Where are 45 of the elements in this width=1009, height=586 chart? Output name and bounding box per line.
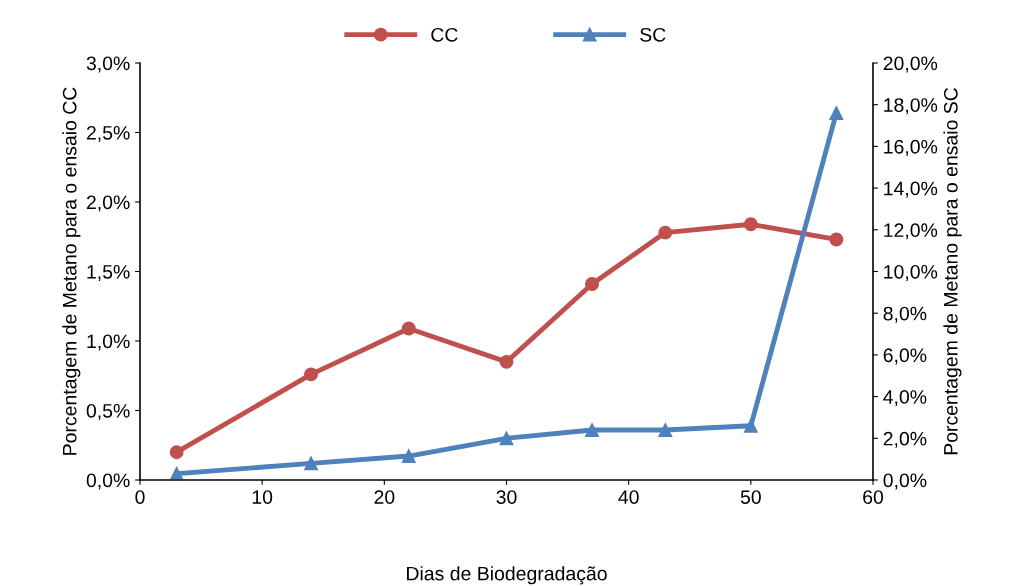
y2-tick-label: 4,0% xyxy=(883,390,927,407)
y2-axis-title: Porcentagem de Metano para o ensaio SC xyxy=(943,87,962,455)
point xyxy=(169,445,184,460)
y-tick-label: 1,0% xyxy=(87,334,130,351)
point xyxy=(829,232,844,247)
x-axis-title: Dias de Biodegradação xyxy=(407,566,607,585)
point xyxy=(829,106,844,120)
point xyxy=(743,217,758,232)
legend-label: CC xyxy=(431,27,458,42)
y-tick-label: 1,5% xyxy=(87,265,130,282)
y-tick-label: 2,5% xyxy=(86,125,130,143)
x-tick-label: 40 xyxy=(618,490,639,504)
point xyxy=(658,225,673,240)
x-tick-label: 0 xyxy=(135,490,145,504)
y2-tick-label: 6,0% xyxy=(883,348,927,365)
y2-tick-label: 2,0% xyxy=(883,431,927,448)
y-tick-label: 0,5% xyxy=(86,403,130,421)
x-tick-label: 20 xyxy=(374,490,395,504)
x-tick-label: 10 xyxy=(252,490,273,504)
x-tick-label: 50 xyxy=(740,490,761,504)
y2-tick-label: 14,0% xyxy=(884,181,938,198)
y-axis-title: Porcentagem de Metano para o ensaio CC xyxy=(62,87,81,455)
legend-label: SC xyxy=(640,27,666,42)
y2-tick-label: 0,0% xyxy=(883,473,927,490)
point xyxy=(499,354,514,369)
point xyxy=(304,456,318,471)
x-tick-label: 30 xyxy=(496,490,517,504)
point xyxy=(585,277,599,291)
y-tick-label: 0,0% xyxy=(86,473,130,490)
x-tick-label: 60 xyxy=(863,490,884,504)
y-tick-label: 3,0% xyxy=(86,56,130,73)
point xyxy=(658,423,673,437)
point xyxy=(304,367,318,382)
y2-tick-label: 10,0% xyxy=(884,264,938,282)
point xyxy=(401,321,416,336)
y2-tick-label: 12,0% xyxy=(884,223,938,240)
y2-tick-label: 8,0% xyxy=(883,306,927,323)
y2-tick-label: 16,0% xyxy=(884,139,938,156)
point xyxy=(499,431,514,446)
point xyxy=(743,418,758,433)
point xyxy=(401,449,416,463)
y2-tick-label: 20,0% xyxy=(883,56,938,73)
y-tick-label: 2,0% xyxy=(86,195,130,212)
point xyxy=(585,423,599,437)
y2-tick-label: 18,0% xyxy=(884,98,938,115)
